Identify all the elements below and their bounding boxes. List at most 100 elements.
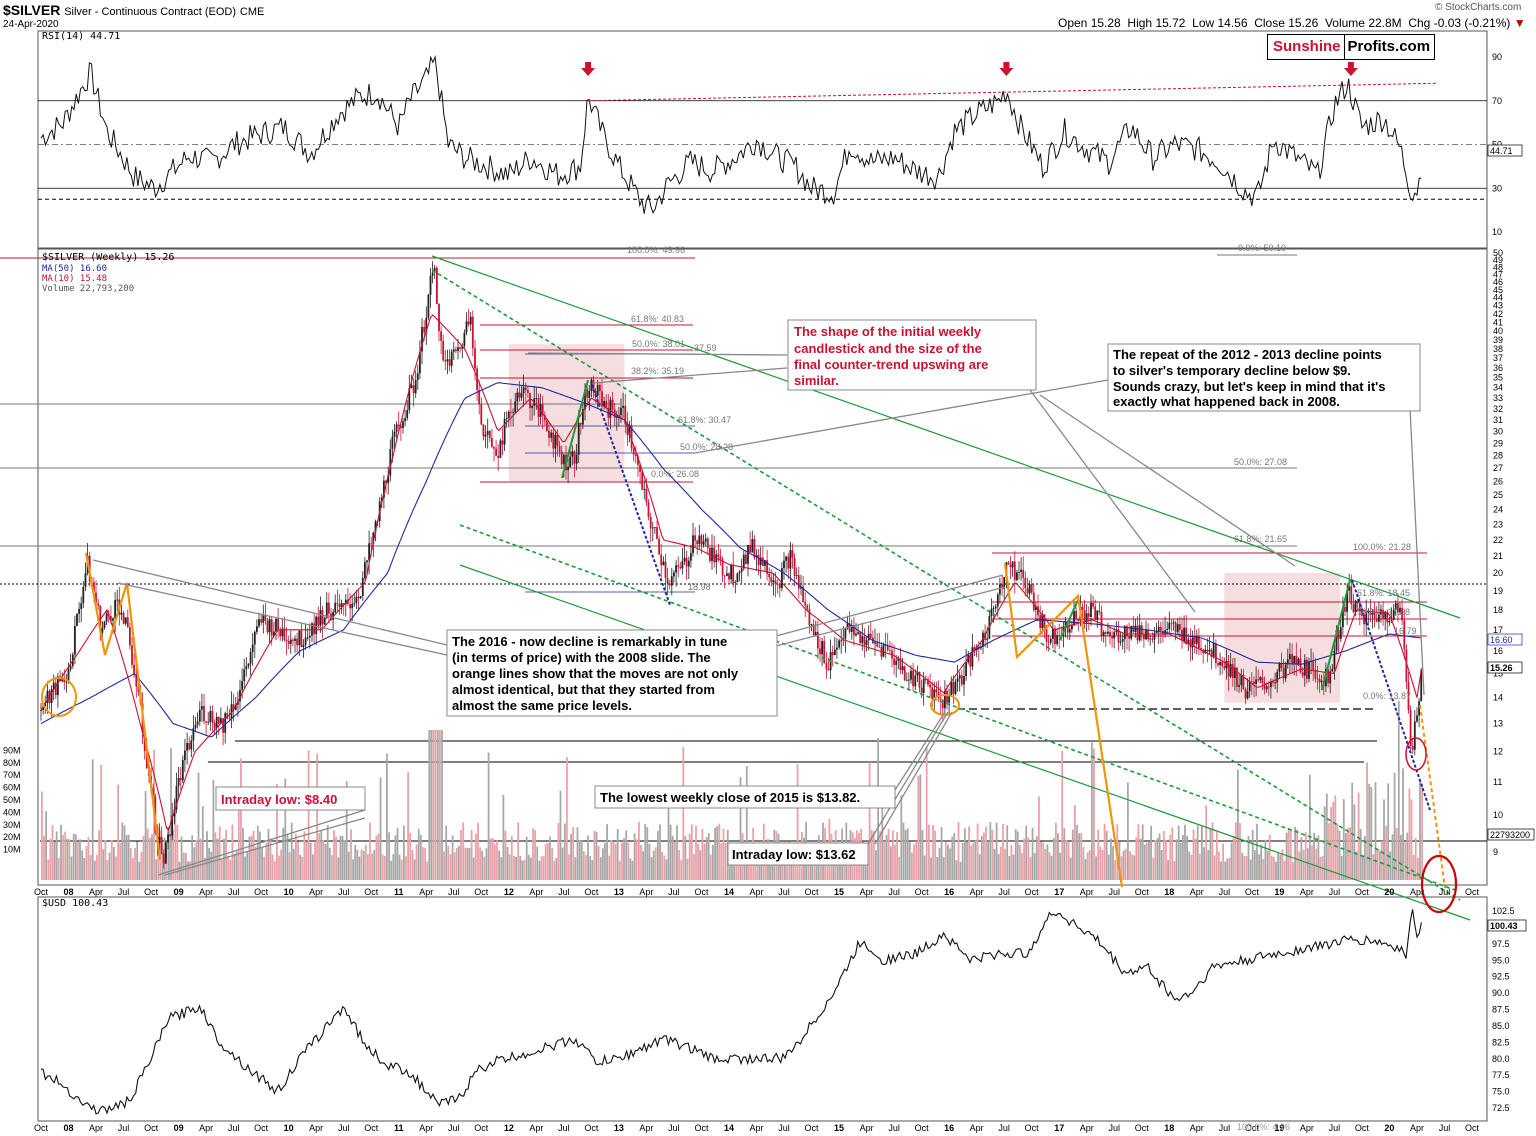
volume-bar-392 — [870, 829, 873, 880]
volume-bar-532 — [1167, 860, 1169, 880]
volume-bar-338 — [756, 861, 759, 880]
candle-body-124 — [302, 644, 305, 647]
candle-body-117 — [287, 641, 290, 644]
lowest-close-text: The lowest weekly close of 2015 is $13.8… — [600, 790, 860, 805]
candle-body-185 — [431, 272, 434, 276]
candle-body-542 — [1187, 639, 1190, 645]
volume-bar-92 — [235, 851, 238, 880]
volume-bar-60 — [168, 827, 170, 880]
volume-bar-517 — [1135, 837, 1138, 880]
candle-body-184 — [429, 275, 432, 295]
candle-body-107 — [266, 620, 269, 633]
xtick-usd-41: 18 — [1164, 1123, 1174, 1133]
xtick-price-41: 18 — [1164, 887, 1174, 897]
usd-ytick-7: 90.0 — [1492, 988, 1510, 998]
volume-bar-54 — [155, 859, 158, 880]
volume-bar-62 — [172, 829, 174, 880]
volume-bar-398 — [883, 841, 886, 880]
volume-bar-576 — [1260, 844, 1263, 880]
volume-bar-527 — [1156, 838, 1159, 880]
candle-body-304 — [683, 557, 686, 562]
volume-bar-487 — [1071, 829, 1074, 880]
candle-body-237 — [541, 404, 544, 416]
volume-bar-490 — [1078, 833, 1081, 880]
candle-body-301 — [677, 565, 680, 567]
xtick-price-0: Oct — [34, 887, 49, 897]
candle-body-140 — [336, 602, 339, 605]
leader-tune-3 — [775, 574, 1004, 637]
candle-body-239 — [546, 420, 548, 431]
rsi-peak-arrow-3 — [1343, 62, 1358, 76]
volume-bar-617 — [1347, 827, 1349, 880]
orange-circle-2008 — [41, 677, 77, 717]
candle-body-352 — [785, 556, 787, 561]
volume-bar-572 — [1251, 829, 1254, 880]
candle-body-336 — [751, 539, 754, 553]
candle-body-613 — [1337, 629, 1340, 639]
volume-bar-187 — [436, 730, 439, 880]
candle-body-95 — [241, 681, 243, 690]
volume-bar-13 — [68, 839, 71, 880]
volume-bar-303 — [682, 747, 685, 880]
volume-bar-38 — [121, 822, 124, 880]
repeat-line-3: Sounds crazy, but let's keep in mind tha… — [1113, 379, 1386, 394]
volume-bar-50 — [146, 828, 149, 880]
fib-label-16: 16.79 — [1394, 626, 1417, 636]
leader-low2015-2 — [874, 711, 953, 845]
candle-body-202 — [467, 321, 470, 325]
candle-body-212 — [488, 431, 491, 438]
candle-body-205 — [474, 348, 476, 369]
rsi-peak-arrow-1 — [581, 62, 596, 76]
candle-body-215 — [495, 448, 497, 456]
xtick-price-9: 10 — [284, 887, 294, 897]
leader-repeat-1 — [694, 379, 1109, 454]
candle-body-578 — [1263, 683, 1266, 690]
price-ytick-33: 42 — [1493, 309, 1503, 319]
xtick-price-39: Jul — [1108, 887, 1120, 897]
candle-body-58 — [162, 853, 165, 864]
volume-bar-580 — [1268, 834, 1271, 880]
candle-body-313 — [702, 541, 705, 545]
shape-line-1: The shape of the initial weekly — [794, 324, 982, 339]
candle-body-241 — [550, 432, 553, 438]
volume-bar-242 — [553, 860, 556, 880]
volume-bar-456 — [1006, 825, 1009, 880]
volume-bar-80 — [210, 851, 213, 880]
exchange: CME — [239, 6, 265, 18]
volume-bar-156 — [371, 853, 373, 880]
chart-date: 24-Apr-2020 — [3, 19, 59, 30]
candle-body-575 — [1257, 679, 1260, 681]
candle-body-96 — [243, 669, 246, 682]
candle-body-333 — [745, 554, 747, 564]
volume-bar-270 — [612, 842, 615, 880]
xtick-usd-35: Jul — [998, 1123, 1010, 1133]
candle-body-359 — [800, 586, 802, 589]
xtick-price-30: Apr — [860, 887, 874, 897]
volume-bar-136 — [328, 847, 331, 880]
xtick-price-51: Jul — [1439, 887, 1451, 897]
ma50-line — [40, 382, 1422, 738]
xtick-usd-25: 14 — [724, 1123, 734, 1133]
candle-body-407 — [901, 666, 904, 671]
candle-body-473 — [1041, 614, 1044, 628]
volume-bar-518 — [1137, 824, 1140, 880]
candle-body-207 — [478, 390, 481, 405]
xtick-usd-17: 12 — [504, 1123, 514, 1133]
volume-bar-162 — [383, 856, 386, 880]
candle-body-637 — [1388, 621, 1391, 623]
volume-bar-313 — [703, 843, 706, 880]
logo-divider — [1343, 35, 1345, 59]
volume-bar-433 — [957, 822, 960, 880]
candle-body-192 — [446, 359, 449, 362]
volume-bar-131 — [318, 833, 321, 880]
volume-bar-177 — [415, 844, 418, 880]
candle-body-494 — [1085, 613, 1088, 623]
candle-body-43 — [131, 645, 133, 665]
price-ytick-5: 14 — [1493, 693, 1503, 703]
volume-bar-556 — [1218, 851, 1220, 880]
candle-body-619 — [1350, 586, 1353, 605]
xtick-price-34: Apr — [970, 887, 984, 897]
candle-body-158 — [374, 521, 377, 533]
candle-body-353 — [787, 556, 790, 569]
volume-bar-205 — [475, 833, 477, 880]
